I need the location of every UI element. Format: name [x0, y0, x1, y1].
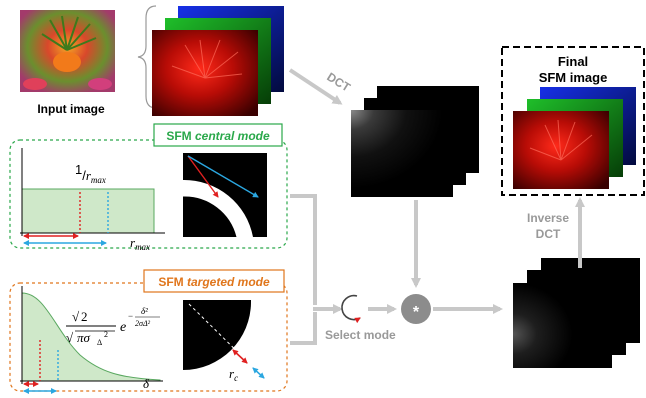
filtered-dct-stack: [513, 258, 640, 368]
rgb-channel-stack: [152, 6, 284, 116]
central-mode-graph: [20, 148, 165, 246]
inverse-label-line2: DCT: [536, 227, 561, 241]
targeted-mode-title: SFM targeted mode: [158, 275, 270, 289]
formula-exp-den: 2σΔ²: [135, 319, 151, 328]
central-mode-panel: [9, 139, 288, 249]
rc-c-sub: c: [234, 373, 238, 383]
formula-sqrt-two: 2: [81, 309, 88, 324]
central-one-over-rmax: 1/rmax: [75, 162, 106, 185]
central-slash: /: [82, 168, 86, 183]
targeted-mode-title-box: [143, 269, 285, 293]
formula-pi-sigma: πσ: [77, 330, 91, 345]
final-label-line1: Final: [558, 54, 588, 69]
final-label-line2: SFM image: [539, 70, 608, 85]
formula-exp-num: δ²: [141, 306, 148, 316]
formula-sqrt-symbol: √: [72, 309, 80, 324]
input-image-label: Input image: [37, 102, 105, 116]
multiply-star: *: [413, 304, 420, 321]
rc-label: rc: [229, 366, 238, 383]
dct-spectrum-stack: [351, 86, 479, 197]
multiply-node: [401, 294, 431, 324]
targeted-mode-graph: [20, 286, 163, 394]
formula-e: e: [120, 320, 126, 335]
central-to-select-line: [290, 194, 317, 305]
targeted-delta-axis-label: δ: [143, 376, 150, 391]
targeted-mode-title-emph: targeted mode: [187, 275, 270, 289]
central-mode-title-box: [153, 123, 283, 147]
switch-icon: [341, 294, 361, 324]
formula-sigma-sq: 2: [104, 330, 108, 339]
gaussian-formula: √ 2 √ πσ Δ 2 e − δ² 2σΔ²: [66, 306, 160, 347]
final-rgb-stack: [513, 87, 636, 189]
dct-label: DCT: [324, 70, 353, 95]
formula-sigma-sub: Δ: [97, 338, 102, 347]
inverse-label-line1: Inverse: [527, 211, 569, 225]
targeted-mode-title-prefix: SFM: [158, 275, 187, 289]
select-mode-label: Select mode: [325, 328, 396, 342]
central-max-sub: max: [91, 175, 106, 185]
channel-split-brace: [137, 5, 157, 109]
rc-r: r: [229, 366, 235, 381]
central-mode-title-emph: central mode: [195, 129, 270, 143]
formula-denominator-sqrt: √: [66, 330, 74, 345]
central-mode-mask: [182, 153, 267, 238]
final-image-box: [501, 46, 645, 196]
dct-arrow: [288, 68, 343, 105]
central-axis-r: r: [130, 235, 136, 250]
central-mode-title-prefix: SFM: [166, 129, 195, 143]
central-rmax-axis-label: rmax: [130, 235, 150, 252]
targeted-mode-mask: [183, 300, 267, 380]
central-mode-title: SFM central mode: [166, 129, 270, 143]
central-axis-max-sub: max: [135, 242, 150, 252]
central-r: r: [86, 168, 92, 183]
targeted-to-select-line: [290, 312, 317, 345]
central-one: 1: [75, 162, 82, 177]
formula-exp-minus: −: [128, 311, 133, 321]
input-image-thumbnail: [20, 10, 115, 92]
